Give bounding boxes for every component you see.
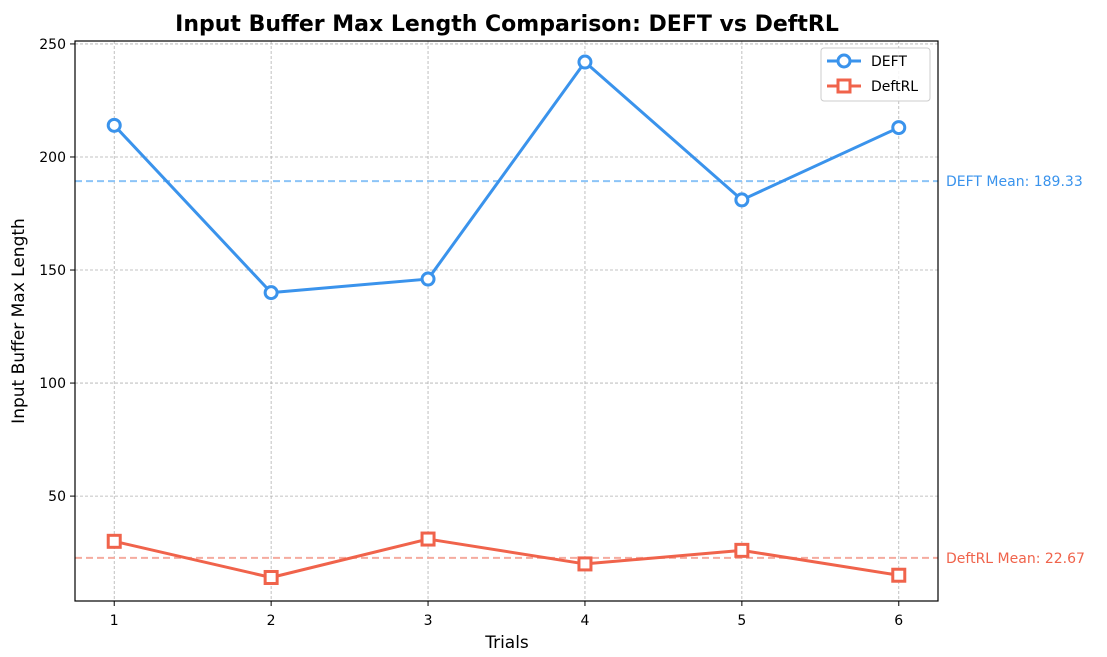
- deft-point: [577, 54, 593, 70]
- legend: DEFT DeftRL: [820, 47, 931, 102]
- deftrl-series-line: [113, 537, 900, 579]
- y-axis-ticks: 50 100 150 200 250: [39, 37, 75, 505]
- x-tick-label: 3: [424, 613, 433, 629]
- y-tick-label: 150: [39, 263, 66, 279]
- x-tick-label: 6: [894, 613, 903, 629]
- legend-deft-marker: [836, 53, 852, 69]
- grid: [75, 41, 938, 601]
- deftrl-point: [891, 567, 907, 583]
- deftrl-point: [734, 542, 750, 558]
- x-tick-label: 1: [110, 613, 119, 629]
- series-layer: [106, 54, 907, 585]
- y-axis-label: Input Buffer Max Length: [9, 218, 29, 424]
- deftrl-mean-label: DeftRL Mean: 22.67: [946, 551, 1085, 567]
- y-tick-label: 200: [39, 150, 66, 166]
- x-axis-label: Trials: [484, 633, 529, 653]
- deftrl-point: [420, 531, 436, 547]
- deftrl-point: [106, 533, 122, 549]
- x-tick-label: 5: [737, 613, 746, 629]
- chart-title: Input Buffer Max Length Comparison: DEFT…: [175, 12, 839, 37]
- deft-point: [891, 120, 907, 136]
- deftrl-point: [577, 556, 593, 572]
- y-tick-label: 50: [48, 489, 66, 505]
- deft-point: [734, 192, 750, 208]
- mean-lines: DEFT Mean: 189.33 DeftRL Mean: 22.67: [75, 174, 1085, 567]
- legend-deftrl-label: DeftRL: [871, 79, 918, 95]
- deft-point: [263, 285, 279, 301]
- x-tick-label: 4: [580, 613, 589, 629]
- deft-point: [420, 271, 436, 287]
- y-tick-label: 100: [39, 376, 66, 392]
- legend-deft-label: DEFT: [871, 54, 907, 70]
- x-tick-label: 2: [267, 613, 276, 629]
- deft-point: [106, 117, 122, 133]
- deft-series-line: [113, 60, 900, 295]
- plot-frame: [74, 40, 939, 602]
- deftrl-point: [263, 569, 279, 585]
- x-axis-ticks: 1 2 3 4 5 6: [110, 601, 903, 629]
- legend-deftrl-marker: [836, 78, 852, 94]
- deft-mean-label: DEFT Mean: 189.33: [946, 174, 1083, 190]
- y-tick-label: 250: [39, 37, 66, 53]
